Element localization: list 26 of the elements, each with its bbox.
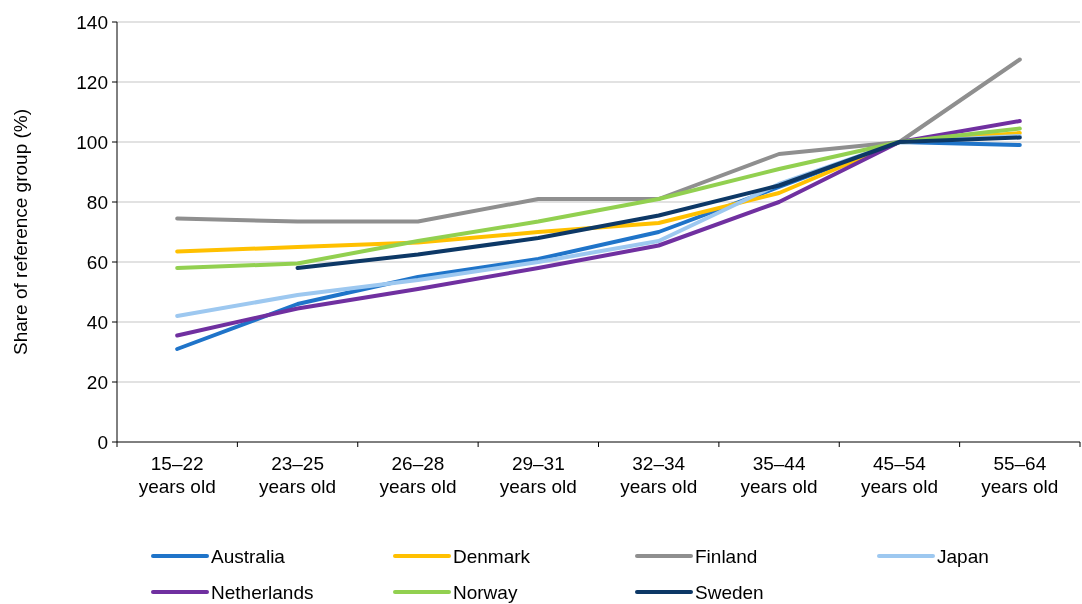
x-tick-label: 55–64 years old [981,453,1059,497]
legend-label: Norway [453,581,518,603]
x-tick-label: 26–28 years old [379,453,457,497]
legend-label: Japan [937,545,989,567]
y-tick-label: 0 [97,431,108,453]
legend-label: Netherlands [211,581,314,603]
x-tick-label: 23–25 years old [259,453,337,497]
line-series [295,135,1022,270]
legend-label: Finland [695,545,758,567]
y-tick-label: 60 [86,251,108,273]
y-tick-label: 80 [86,191,108,213]
y-tick-label: 140 [76,11,108,33]
line-series [175,57,1022,224]
x-tick-label: 15–22 years old [138,453,216,497]
x-tick-label: 32–34 years old [620,453,698,497]
x-tick-label: 35–44 years old [740,453,818,497]
x-tick-label: 29–31 years old [499,453,577,497]
y-axis-title: Share of reference group (%) [10,108,31,356]
y-tick-label: 40 [86,311,108,333]
legend-label: Australia [211,545,286,567]
y-tick-label: 20 [86,371,108,393]
legend-label: Denmark [453,545,531,567]
y-tick-label: 100 [76,131,108,153]
legend-label: Sweden [695,581,764,603]
x-tick-label: 45–54 years old [860,453,938,497]
y-tick-label: 120 [76,71,108,93]
